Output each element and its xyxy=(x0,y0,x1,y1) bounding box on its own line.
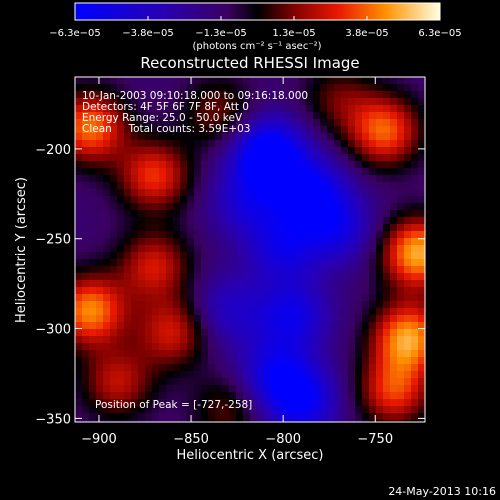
annotation-counts: Clean Total counts: 3.59E+03 xyxy=(82,123,251,135)
heatmap-image xyxy=(75,77,425,422)
chart-title: Reconstructed RHESSI Image xyxy=(140,54,359,72)
plot-frame xyxy=(74,76,426,423)
colorbar-tick-label: −6.3e−05 xyxy=(49,28,101,39)
peak-position-label: Position of Peak = [-727,-258] xyxy=(95,399,252,411)
y-tick-label: −300 xyxy=(35,323,71,338)
y-tick-label: −250 xyxy=(35,233,71,248)
y-tick-label: −350 xyxy=(35,412,71,427)
x-tick-label: −750 xyxy=(357,432,393,447)
y-tick-label: −200 xyxy=(35,143,71,158)
x-axis: −900 −850 −800 −750 xyxy=(81,77,393,447)
colorbar-tick-label: −3.8e−05 xyxy=(122,28,174,39)
x-tick-label: −900 xyxy=(81,432,117,447)
y-axis: −350 −300 −250 −200 xyxy=(35,143,425,427)
annotation-energy: Energy Range: 25.0 - 50.0 keV xyxy=(82,112,243,124)
y-axis-label: Heliocentric Y (arcsec) xyxy=(14,177,29,323)
colorbar-ticks: −6.3e−05 −3.8e−05 −1.3e−05 1.3e−05 3.8e−05 6.… xyxy=(49,16,462,39)
annotation-detectors: Detectors: 4F 5F 6F 7F 8F, Att 0 xyxy=(82,101,249,113)
colorbar xyxy=(74,2,441,21)
annotation-time: 10-Jan-2003 09:10:18.000 to 09:16:18.000 xyxy=(82,90,308,102)
x-tick-label: −800 xyxy=(265,432,301,447)
colorbar-tick-label: 6.3e−05 xyxy=(418,28,461,39)
colorbar-tick-label: −1.3e−05 xyxy=(195,28,247,39)
x-tick-label: −850 xyxy=(173,432,209,447)
colorbar-tick-label: 3.8e−05 xyxy=(345,28,388,39)
colorbar-unit-label: (photons cm⁻² s⁻¹ asec⁻²) xyxy=(192,41,321,52)
footer-date: 24-May-2013 10:16 xyxy=(388,485,496,498)
x-axis-label: Heliocentric X (arcsec) xyxy=(177,448,324,463)
colorbar-tick-label: 1.3e−05 xyxy=(272,28,315,39)
